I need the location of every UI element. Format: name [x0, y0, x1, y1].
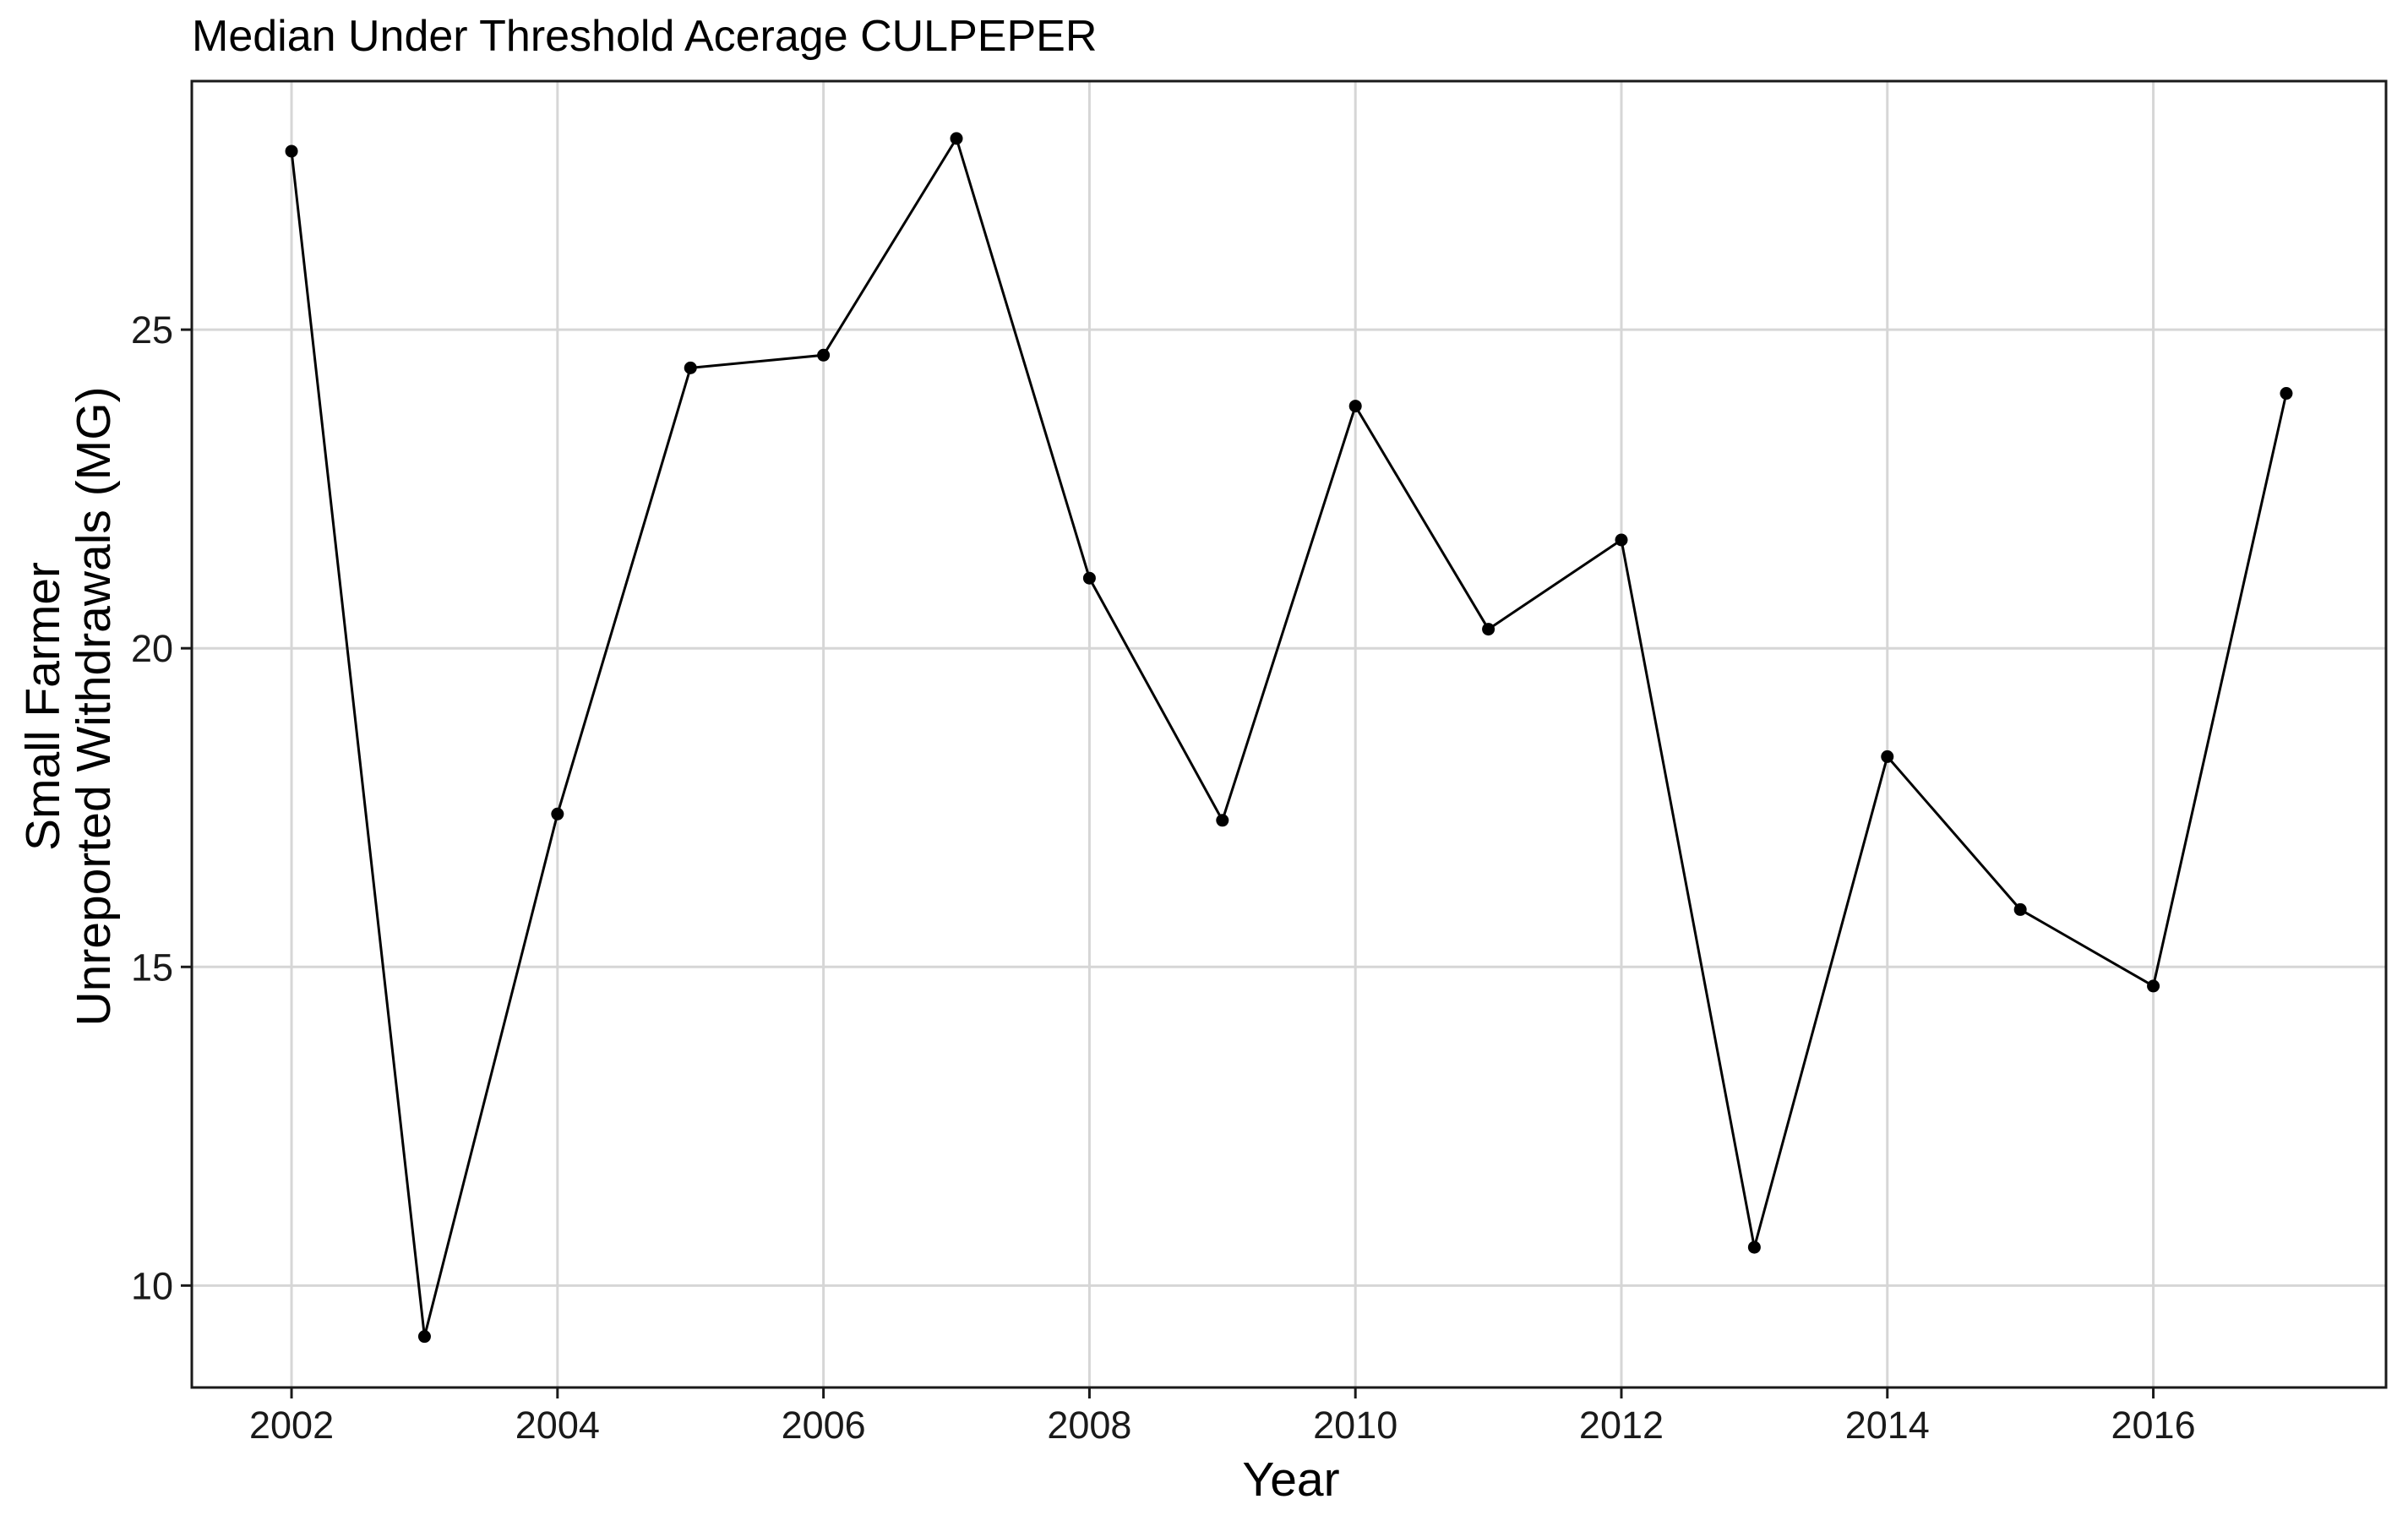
data-point-2012: [1615, 533, 1628, 547]
data-point-2002: [285, 144, 298, 158]
data-point-2009: [1216, 814, 1229, 827]
data-point-2008: [1082, 571, 1096, 585]
x-tick-label: 2004: [515, 1404, 600, 1447]
data-point-2011: [1482, 623, 1495, 636]
x-tick-label: 2006: [782, 1404, 866, 1447]
chart-title: Median Under Threshold Acerage CULPEPER: [192, 12, 1097, 61]
y-tick-label: 10: [131, 1264, 173, 1307]
data-point-2010: [1348, 400, 1362, 413]
series-layer: [285, 132, 2293, 1344]
axis-ticks: 2002 2004 2006 2008 2010 2012 2014 2016 10 15 20 25: [131, 308, 2196, 1447]
data-point-2014: [1881, 750, 1894, 763]
x-tick-label: 2010: [1313, 1404, 1397, 1447]
data-point-2004: [551, 807, 564, 820]
x-tick-label: 2002: [249, 1404, 334, 1447]
data-point-2006: [817, 348, 831, 362]
plot-panel-border: [190, 79, 2388, 1389]
data-point-2007: [950, 132, 963, 145]
data-point-2015: [2013, 902, 2027, 916]
x-axis-title: Year: [1242, 1453, 1339, 1507]
x-tick-label: 2014: [1845, 1404, 1930, 1447]
y-axis-title-line-1: Small Farmer: [16, 562, 70, 851]
y-tick-label: 15: [131, 946, 173, 989]
data-point-2003: [417, 1330, 431, 1344]
x-tick-label: 2012: [1579, 1404, 1664, 1447]
y-tick-label: 25: [131, 308, 173, 352]
x-tick-label: 2008: [1047, 1404, 1131, 1447]
series-line: [290, 135, 2288, 1338]
grid-lines: [192, 81, 2386, 1387]
data-point-2013: [1747, 1240, 1761, 1254]
y-axis-title-line-2: Unreported Withdrawals (MG): [67, 386, 121, 1026]
x-tick-label: 2016: [2111, 1404, 2196, 1447]
data-point-2016: [2147, 979, 2160, 993]
y-tick-label: 20: [131, 627, 173, 670]
data-point-2017: [2280, 387, 2293, 401]
data-point-2005: [684, 361, 697, 374]
